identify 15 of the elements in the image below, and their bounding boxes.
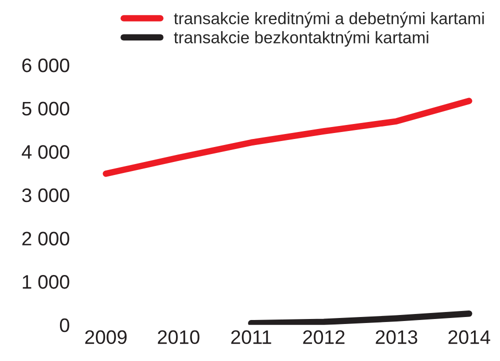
y-tick-label: 4 000 — [22, 145, 70, 159]
y-tick-label: 3 000 — [22, 188, 70, 202]
x-tick-label: 2014 — [448, 330, 490, 344]
x-tick-label: 2010 — [158, 330, 200, 344]
y-tick-label: 1 000 — [22, 275, 70, 289]
y-tick-label: 6 000 — [22, 58, 70, 72]
x-tick-label: 2013 — [376, 330, 418, 344]
legend-label: transakcie kreditnými a debetnými kartami — [174, 12, 484, 28]
x-tick-label: 2011 — [231, 330, 272, 344]
x-tick-label: 2009 — [85, 330, 127, 344]
x-tick-label: 2012 — [303, 330, 344, 344]
y-tick-label: 2 000 — [22, 232, 70, 246]
y-tick-label: 5 000 — [22, 102, 70, 116]
y-tick-label: 0 — [60, 318, 70, 332]
legend-label: transakcie bezkontaktnými kartami — [174, 30, 428, 47]
